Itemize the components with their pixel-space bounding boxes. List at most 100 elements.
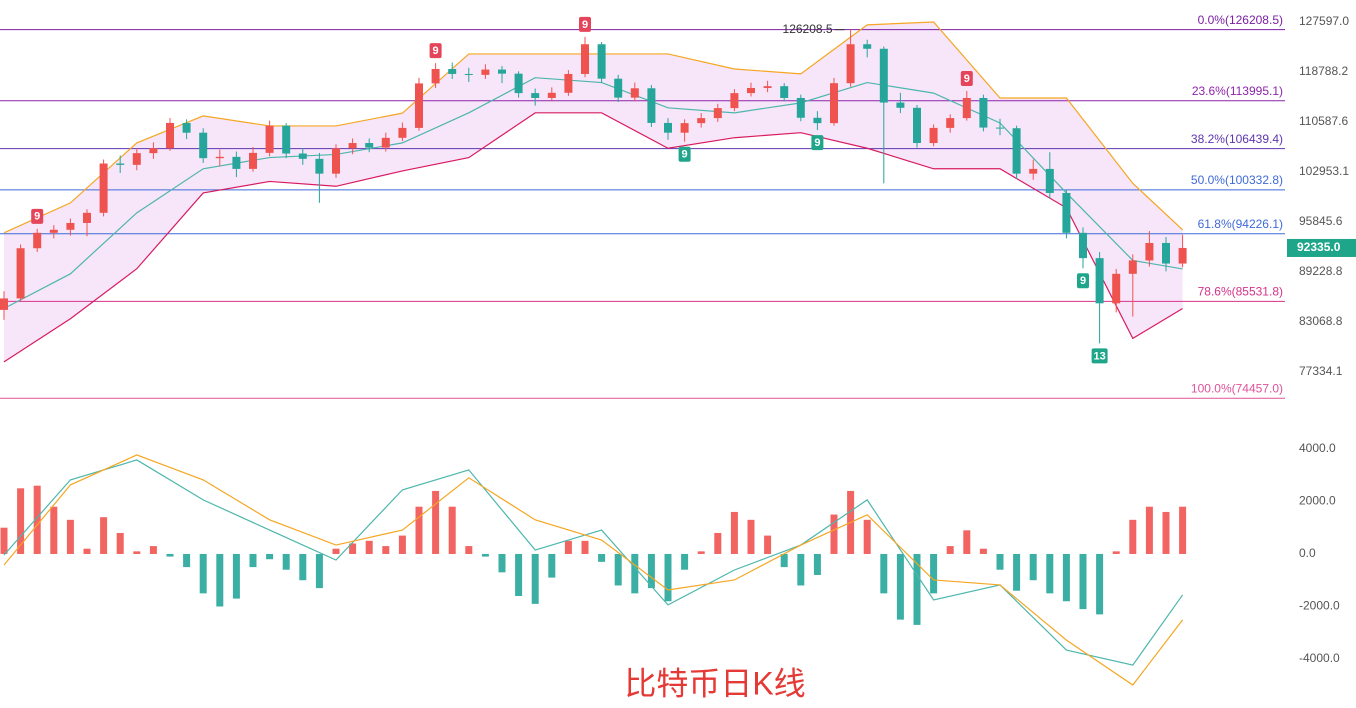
- candle-body: [381, 137, 390, 148]
- candle-body: [647, 88, 656, 123]
- y-tick-label: 102953.1: [1299, 164, 1349, 178]
- candle-body: [664, 122, 672, 133]
- td-marker-label: 9: [433, 45, 439, 57]
- candle-body: [697, 118, 706, 124]
- macd-bar: [697, 551, 705, 554]
- macd-bar: [315, 553, 323, 589]
- candle-body: [398, 127, 407, 138]
- y-tick-label: 118788.2: [1299, 64, 1348, 78]
- td-marker-label: 9: [682, 149, 688, 161]
- candle-body: [282, 125, 291, 154]
- candle-body: [298, 153, 307, 159]
- macd-bar: [448, 506, 456, 554]
- macd-bar: [880, 553, 888, 594]
- td-marker-label: 9: [1080, 275, 1086, 287]
- macd-bar: [1013, 553, 1021, 591]
- macd-bar: [498, 553, 506, 573]
- candle-body: [863, 44, 872, 49]
- macd-bar: [83, 548, 91, 554]
- macd-bar: [813, 553, 821, 575]
- macd-bar: [631, 553, 639, 594]
- macd-bar: [166, 553, 174, 557]
- macd-bar: [548, 553, 556, 578]
- candle-body: [1012, 128, 1021, 174]
- macd-bar: [1079, 553, 1087, 610]
- macd-bar: [515, 553, 523, 596]
- macd-bar: [216, 553, 224, 607]
- macd-bar: [66, 519, 74, 554]
- macd-bar: [432, 490, 440, 554]
- candle-body: [99, 163, 108, 213]
- candle-body: [215, 156, 224, 159]
- macd-bar: [581, 540, 589, 554]
- macd-bar: [647, 553, 655, 589]
- macd-bar: [266, 553, 274, 560]
- macd-bar: [963, 530, 971, 554]
- candle-body: [1095, 258, 1104, 304]
- macd-bar: [930, 553, 938, 594]
- candle-body: [132, 153, 141, 165]
- macd-bar: [382, 546, 390, 554]
- macd-bar: [249, 553, 257, 568]
- candle-body: [1128, 260, 1137, 274]
- macd-bar: [1162, 511, 1170, 554]
- candle-body: [564, 73, 573, 93]
- candle-body: [597, 44, 606, 79]
- candle-body: [680, 123, 689, 133]
- macd-bar: [183, 553, 191, 568]
- macd-bar: [149, 546, 157, 554]
- td-marker: [429, 43, 442, 59]
- candle-body: [796, 97, 805, 118]
- candle-body: [713, 108, 722, 119]
- macd-bar: [979, 548, 987, 554]
- candle-body: [979, 97, 988, 128]
- candle-body: [498, 69, 506, 74]
- candle-body: [481, 69, 490, 75]
- candle-body: [581, 44, 589, 74]
- y-tick-label: 127597.0: [1299, 14, 1349, 28]
- td-marker-label: 9: [34, 211, 40, 223]
- macd-bar: [116, 532, 124, 554]
- candle-body: [0, 298, 8, 310]
- macd-bar: [465, 546, 473, 554]
- macd-bar: [797, 553, 805, 586]
- candle-body: [249, 152, 257, 169]
- y-tick-label: 95845.6: [1299, 214, 1343, 228]
- candle-body: [182, 122, 191, 133]
- candle-body: [83, 212, 91, 223]
- td-marker: [1077, 273, 1089, 289]
- macd-bar: [564, 540, 572, 554]
- macd-bar: [780, 553, 788, 568]
- macd-bar: [730, 511, 738, 554]
- macd-bar: [996, 553, 1004, 570]
- candle-body: [1045, 168, 1054, 193]
- macd-line: [3, 454, 1184, 686]
- last-price-box: [1287, 238, 1356, 257]
- macd-bar: [365, 540, 373, 554]
- fib-label: 100.0%(74457.0): [1191, 381, 1283, 395]
- candle-body: [166, 122, 174, 149]
- candle-body: [531, 93, 540, 98]
- candle-body: [547, 92, 556, 98]
- candle-body: [415, 83, 423, 128]
- y-tick-label: 83068.8: [1299, 314, 1343, 328]
- macd-bar: [863, 519, 871, 554]
- candle-body: [879, 48, 888, 103]
- fib-label: 78.6%(85531.8): [1198, 285, 1283, 299]
- candle-body: [614, 78, 623, 98]
- td-marker: [960, 70, 973, 86]
- macd-tick-label: 4000.0: [1299, 441, 1336, 455]
- macd-bar: [531, 553, 539, 604]
- macd-bar: [50, 506, 58, 554]
- fib-label: 23.6%(113995.1): [1192, 84, 1283, 98]
- macd-bar: [747, 519, 755, 554]
- macd-bar: [664, 553, 672, 602]
- candle-body: [962, 97, 971, 119]
- macd-bar: [1062, 553, 1070, 602]
- macd-bar: [1046, 553, 1054, 594]
- macd-bar: [1129, 519, 1137, 554]
- candle-body: [846, 44, 855, 84]
- candle-body: [16, 248, 25, 299]
- candle-body: [1162, 242, 1170, 264]
- td-marker: [31, 208, 44, 224]
